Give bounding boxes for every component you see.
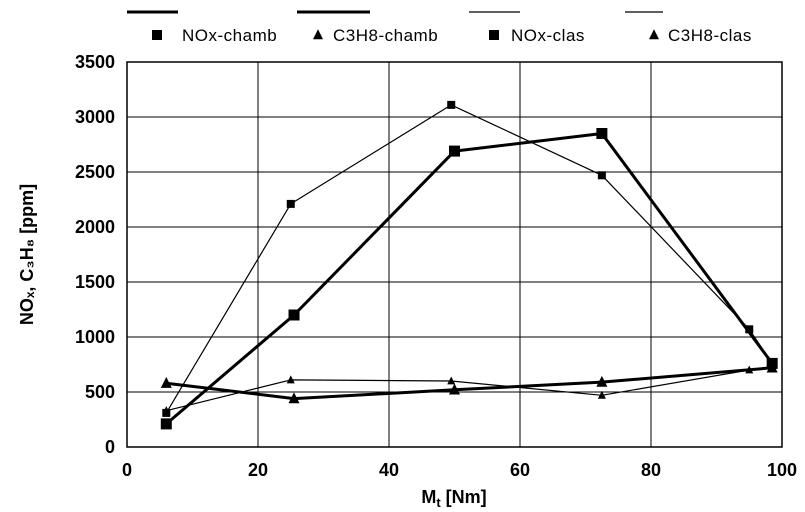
data-point [449,145,460,157]
y-tick-label: 2500 [75,162,115,182]
data-point [447,100,456,109]
plot-area [126,61,783,448]
data-point [288,392,300,404]
legend-item-C3H8-clas: C3H8-clas [625,11,752,45]
x-tick-label: 20 [248,460,268,480]
y-tick-label: 3500 [75,52,115,72]
data-point [286,375,295,384]
y-axis-title: NOₓ, C₃H₈ [ppm] [17,184,37,325]
data-point [160,418,172,430]
x-axis-title-subscript: t [436,495,441,510]
x-axis-title: Mt [Nm] [421,487,486,510]
series-line [166,367,773,412]
data-point [745,325,754,334]
data-point [288,309,300,321]
x-tick-label: 80 [641,460,661,480]
data-point [745,365,754,374]
y-tick-label: 0 [105,437,115,457]
y-tick-label: 1500 [75,272,115,292]
y-tick-label: 2000 [75,217,115,237]
x-tick-label: 60 [510,460,530,480]
legend-label: C3H8-clas [668,26,752,45]
legend-label: C3H8-chamb [333,26,438,45]
data-point [162,406,171,415]
data-point [597,171,606,180]
data-point [160,376,172,388]
legend-marker [313,29,323,40]
data-point [768,363,777,372]
legend-marker [649,29,659,40]
data-point [447,376,456,385]
y-tick-label: 3000 [75,107,115,127]
series-line [165,104,773,414]
x-axis-title-unit: [Nm] [441,487,487,507]
legend-item-C3H8-chamb: C3H8-chamb [297,10,438,45]
data-point [286,199,295,208]
legend-label: NOx-chamb [182,26,277,45]
legend-marker [152,30,162,40]
legend: NOx-chamb C3H8-chamb NOx-clas C3H8-clas [127,10,752,45]
x-tick-label: 0 [122,460,132,480]
legend-item-NOx-chamb: NOx-chamb [127,10,277,45]
y-tick-label: 500 [85,382,115,402]
series-NOx-chamb [160,128,778,430]
series-C3H8-clas [162,363,777,415]
y-tick-label: 1000 [75,327,115,347]
data-point [597,390,606,399]
x-tick-label: 40 [379,460,399,480]
x-axis-title-main: M [421,487,436,507]
x-tick-label: 100 [767,460,797,480]
series-group [160,100,778,430]
series-line [165,132,774,426]
legend-marker [489,30,499,40]
data-point [449,383,460,395]
data-point [596,128,608,139]
legend-label: NOx-clas [511,26,585,45]
legend-item-NOx-clas: NOx-clas [469,11,585,45]
data-point [596,375,608,387]
